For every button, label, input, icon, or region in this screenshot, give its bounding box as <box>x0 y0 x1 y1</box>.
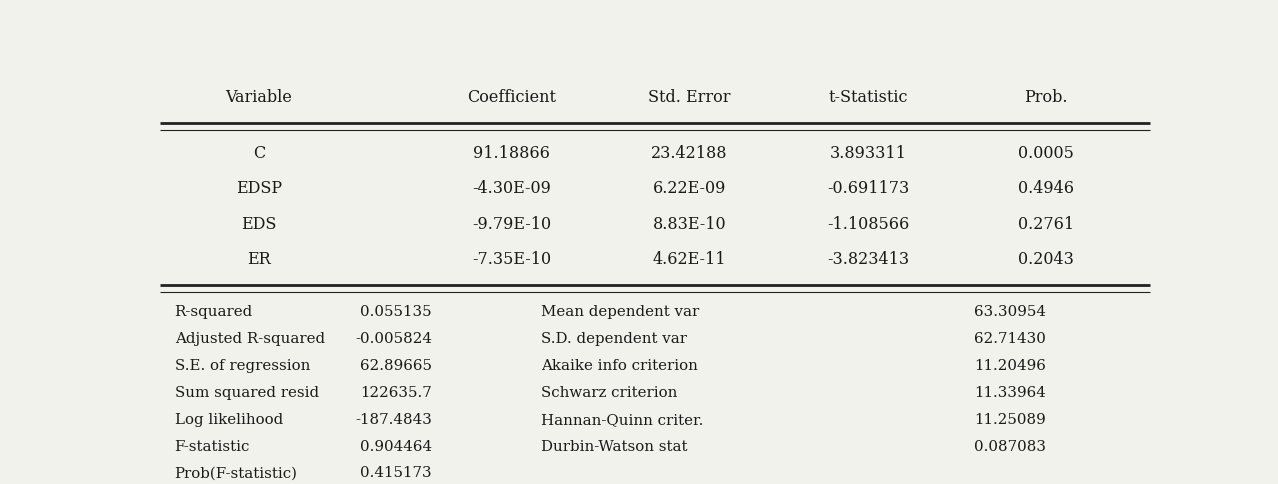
Text: EDSP: EDSP <box>235 180 282 197</box>
Text: Sum squared resid: Sum squared resid <box>175 385 318 399</box>
Text: 0.087083: 0.087083 <box>974 439 1047 453</box>
Text: ER: ER <box>247 251 271 268</box>
Text: 0.4946: 0.4946 <box>1019 180 1075 197</box>
Text: 4.62E-11: 4.62E-11 <box>653 251 726 268</box>
Text: 122635.7: 122635.7 <box>360 385 432 399</box>
Text: 62.89665: 62.89665 <box>360 358 432 372</box>
Text: 91.18866: 91.18866 <box>473 145 550 162</box>
Text: -1.108566: -1.108566 <box>827 215 909 232</box>
Text: R-squared: R-squared <box>175 304 253 318</box>
Text: 3.893311: 3.893311 <box>829 145 906 162</box>
Text: 0.2761: 0.2761 <box>1019 215 1075 232</box>
Text: Hannan-Quinn criter.: Hannan-Quinn criter. <box>541 412 703 426</box>
Text: Std. Error: Std. Error <box>648 89 731 106</box>
Text: -4.30E-09: -4.30E-09 <box>472 180 551 197</box>
Text: S.E. of regression: S.E. of regression <box>175 358 311 372</box>
Text: 62.71430: 62.71430 <box>974 332 1047 345</box>
Text: 11.20496: 11.20496 <box>974 358 1047 372</box>
Text: -7.35E-10: -7.35E-10 <box>472 251 551 268</box>
Text: 0.904464: 0.904464 <box>360 439 432 453</box>
Text: -3.823413: -3.823413 <box>827 251 909 268</box>
Text: -0.691173: -0.691173 <box>827 180 909 197</box>
Text: 63.30954: 63.30954 <box>974 304 1047 318</box>
Text: 8.83E-10: 8.83E-10 <box>653 215 726 232</box>
Text: -187.4843: -187.4843 <box>355 412 432 426</box>
Text: 11.25089: 11.25089 <box>974 412 1047 426</box>
Text: -9.79E-10: -9.79E-10 <box>472 215 551 232</box>
Text: Schwarz criterion: Schwarz criterion <box>541 385 677 399</box>
Text: 23.42188: 23.42188 <box>652 145 728 162</box>
Text: Prob.: Prob. <box>1025 89 1068 106</box>
Text: 0.0005: 0.0005 <box>1019 145 1074 162</box>
Text: 6.22E-09: 6.22E-09 <box>653 180 726 197</box>
Text: 11.33964: 11.33964 <box>974 385 1047 399</box>
Text: Prob(F-statistic): Prob(F-statistic) <box>175 466 298 480</box>
Text: 0.415173: 0.415173 <box>360 466 432 480</box>
Text: 0.055135: 0.055135 <box>360 304 432 318</box>
Text: t-Statistic: t-Statistic <box>828 89 907 106</box>
Text: F-statistic: F-statistic <box>175 439 250 453</box>
Text: 0.2043: 0.2043 <box>1019 251 1074 268</box>
Text: Mean dependent var: Mean dependent var <box>541 304 699 318</box>
Text: Variable: Variable <box>225 89 293 106</box>
Text: Coefficient: Coefficient <box>466 89 556 106</box>
Text: EDS: EDS <box>242 215 276 232</box>
Text: -0.005824: -0.005824 <box>355 332 432 345</box>
Text: S.D. dependent var: S.D. dependent var <box>541 332 688 345</box>
Text: Durbin-Watson stat: Durbin-Watson stat <box>541 439 688 453</box>
Text: Akaike info criterion: Akaike info criterion <box>541 358 698 372</box>
Text: C: C <box>253 145 265 162</box>
Text: Adjusted R-squared: Adjusted R-squared <box>175 332 325 345</box>
Text: Log likelihood: Log likelihood <box>175 412 282 426</box>
